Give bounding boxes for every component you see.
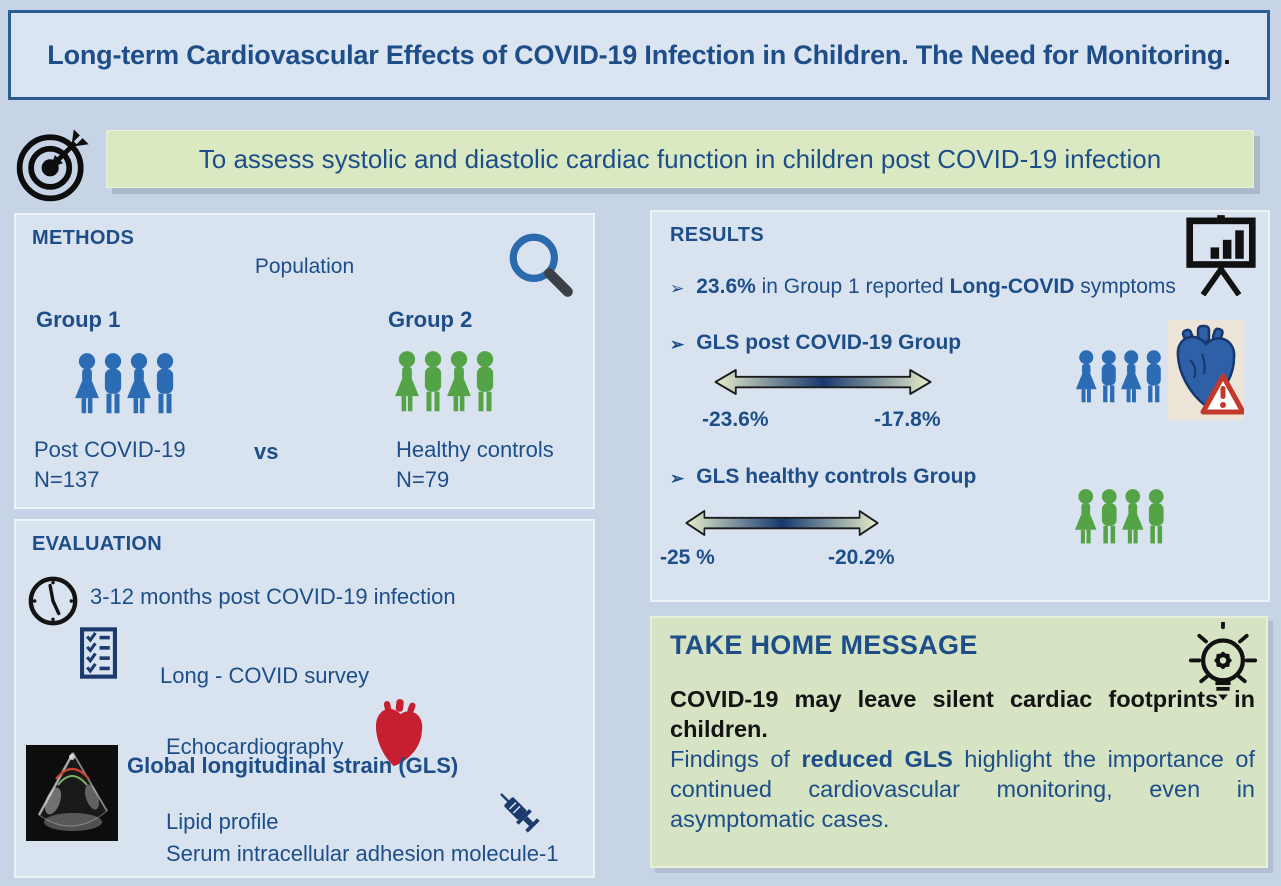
population-label: Population — [254, 255, 355, 278]
group1-label: Group 1 — [36, 307, 121, 332]
results-header: RESULTS — [670, 224, 764, 246]
objective-banner: To assess systolic and diastolic cardiac… — [106, 130, 1254, 188]
echo-text: Echocardiography — [166, 734, 344, 759]
take-home-line-1: COVID-19 may leave silent cardiac footpr… — [670, 686, 1255, 742]
target-dart-icon — [16, 129, 89, 202]
people-group-blue-icon — [1075, 350, 1161, 403]
clock-icon — [28, 576, 78, 626]
take-home-body: COVID-19 may leave silent cardiac footpr… — [670, 684, 1255, 834]
timeline-text: 3-12 months post COVID-19 infection — [90, 584, 456, 609]
objective-text: To assess systolic and diastolic cardiac… — [198, 143, 1162, 174]
gls-covid-right-value: -17.8% — [874, 408, 941, 431]
heart-red-icon — [375, 699, 423, 767]
results-panel: RESULTS ➢ 23.6% in Group 1 reported Long… — [650, 210, 1270, 602]
gls-range-arrow-healthy — [685, 510, 879, 536]
gls-healthy-left-value: -25 % — [660, 546, 715, 569]
survey-text: Long - COVID survey — [160, 663, 370, 688]
lipid-text: Lipid profile — [166, 809, 279, 834]
result-bullet-3: ➢ GLS healthy controls Group — [670, 464, 976, 492]
bullet-arrow-icon: ➢ — [670, 335, 685, 354]
syringe-icon — [500, 793, 540, 833]
result-1-text: 23.6% in Group 1 reported Long-COVID sym… — [696, 275, 1176, 298]
result-bullet-2: ➢ GLS post COVID-19 Group — [670, 330, 961, 358]
title-banner: Long-term Cardiovascular Effects of COVI… — [8, 10, 1270, 100]
gls-covid-left-value: -23.6% — [702, 408, 769, 431]
presentation-chart-icon — [1186, 215, 1256, 296]
people-group-blue-icon — [75, 353, 174, 414]
methods-panel: METHODS Population Group 1 Group 2 Post … — [14, 213, 595, 509]
methods-header: METHODS — [32, 227, 135, 249]
bullet-arrow-icon: ➢ — [670, 279, 685, 298]
group1-desc: Post COVID-19 — [34, 437, 186, 462]
group2-label: Group 2 — [388, 307, 473, 332]
gls-range-arrow-covid — [714, 369, 932, 395]
result-bullet-1: ➢ 23.6% in Group 1 reported Long-COVID s… — [670, 274, 1190, 302]
serum-text: Serum intracellular adhesion molecule-1 — [166, 841, 559, 866]
gls-text: Global longitudinal strain (GLS) — [127, 753, 459, 778]
take-home-header: TAKE HOME MESSAGE — [670, 630, 978, 660]
magnifier-icon — [509, 233, 573, 297]
evaluation-panel: EVALUATION 3-12 months post COVID-19 inf… — [14, 519, 595, 878]
gls-healthy-right-value: -20.2% — [828, 546, 895, 569]
take-home-panel: TAKE HOME MESSAGE COVID-19 may leave sil… — [650, 616, 1268, 868]
group2-desc: Healthy controls — [396, 437, 554, 462]
heart-warning-icon — [1168, 320, 1244, 420]
result-3-text: GLS healthy controls Group — [696, 465, 977, 488]
take-home-line-2: Findings of reduced GLS highlight the im… — [670, 746, 1255, 832]
page-title: Long-term Cardiovascular Effects of COVI… — [47, 39, 1231, 70]
people-group-green-icon — [1074, 489, 1164, 544]
evaluation-header: EVALUATION — [32, 533, 163, 555]
lightbulb-gear-icon — [1188, 622, 1258, 701]
result-2-text: GLS post COVID-19 Group — [696, 331, 962, 354]
group1-n: N=137 — [34, 467, 100, 492]
checklist-icon — [80, 627, 117, 679]
people-group-green-icon — [395, 351, 494, 412]
vs-label: vs — [254, 439, 279, 464]
bullet-arrow-icon: ➢ — [670, 469, 685, 488]
group2-n: N=79 — [396, 467, 450, 492]
echo-ultrasound-image — [26, 745, 118, 841]
